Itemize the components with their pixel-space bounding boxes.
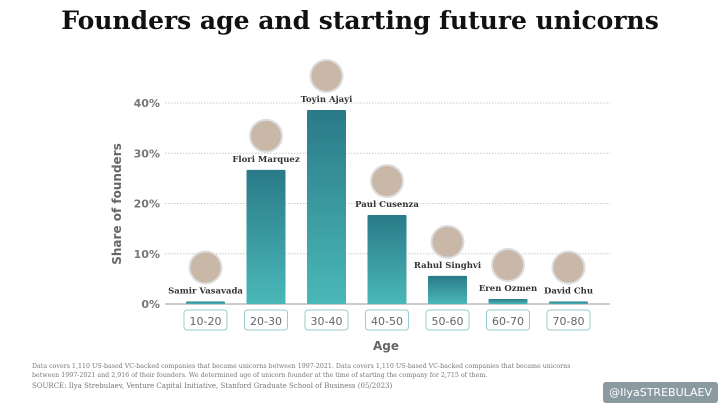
x-tick-box [546,309,591,331]
x-tick-label: 20-30 [250,315,282,328]
x-tick-box [425,309,470,331]
founder-photo [551,250,586,285]
source-note: SOURCE: Ilya Strebulaev, Venture Capital… [32,382,393,390]
x-tick-box [486,309,530,331]
y-tick-label: 0% [141,298,160,311]
founder-photo [249,118,283,153]
founder-name: Toyin Ajayi [301,95,353,105]
bar [549,301,588,304]
chart-title: Founders age and starting future unicorn… [61,6,659,35]
x-tick-label: 50-60 [432,315,464,328]
y-tick-label: 40% [134,97,160,110]
bar [488,298,528,304]
x-tick-label: 40-50 [371,315,403,328]
bar [307,110,346,304]
y-tick-label: 10% [134,248,160,261]
founder-name: Flori Marquez [232,155,300,165]
founder-photo [309,59,344,94]
founder-photo [370,164,404,199]
x-tick-label: 60-70 [492,315,524,328]
bar [367,215,407,304]
bar [246,169,286,304]
x-tick-box [244,309,288,331]
founder-name: Samir Vasavada [168,286,243,296]
x-tick-box [304,309,349,331]
x-tick-box [183,309,228,331]
founder-name: David Chu [544,286,593,296]
x-axis-label: Age [373,339,399,353]
founder-photo [491,247,525,282]
founder-photo [430,224,465,259]
founder-photo [188,250,223,285]
founder-name: Paul Cusenza [355,200,419,210]
x-tick-label: 30-40 [311,315,343,328]
y-tick-label: 30% [134,147,160,160]
y-tick-label: 20% [134,198,160,211]
x-tick-label: 70-80 [553,315,585,328]
data-note: Data covers 1,110 US-based VC-backed com… [32,363,571,379]
y-axis-label: Share of founders [110,143,124,265]
bar [186,301,225,304]
x-tick-label: 10-20 [190,315,222,328]
twitter-handle[interactable]: @IlyaSTREBULAEV [603,382,718,403]
founder-name: Rahul Singhvi [414,261,482,271]
x-tick-box [365,309,409,331]
bar [428,275,467,304]
founder-name: Eren Ozmen [479,284,537,294]
